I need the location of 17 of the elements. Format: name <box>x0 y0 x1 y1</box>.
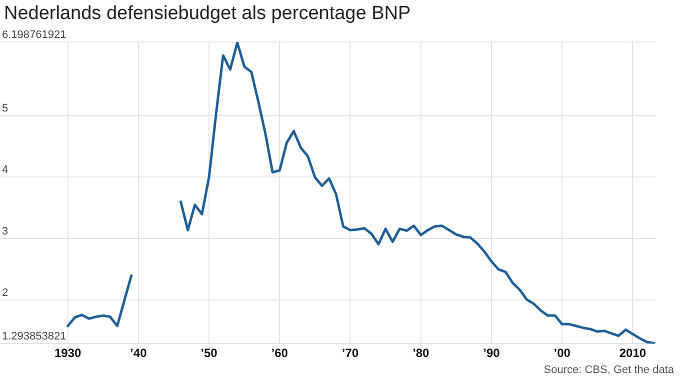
y-tick-label: 4 <box>2 164 8 176</box>
x-tick-label: ’50 <box>200 346 218 360</box>
x-tick-label: ’40 <box>130 346 148 360</box>
source-note: Source: CBS, Get the data <box>544 364 674 376</box>
x-tick-label: ’60 <box>271 346 288 360</box>
x-tick-label: ’70 <box>342 346 359 360</box>
x-tick-label: ’00 <box>554 346 571 360</box>
x-tick-label: 2010 <box>619 346 646 360</box>
y-tick-label: 3 <box>2 226 8 238</box>
x-tick-label: 1930 <box>54 346 82 360</box>
y-tick-label: 6.198761921 <box>2 29 66 42</box>
y-tick-label: 1.293853821 <box>2 330 66 343</box>
x-tick-label: ’80 <box>412 346 430 360</box>
y-tick-label: 5 <box>2 102 8 115</box>
x-tick-label: ’90 <box>483 346 500 360</box>
chart-title: Nederlands defensiebudget als percentage BNP <box>4 3 411 25</box>
y-tick-label: 2 <box>2 287 8 300</box>
